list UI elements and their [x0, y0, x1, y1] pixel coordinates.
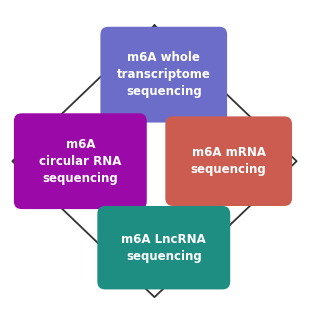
- FancyBboxPatch shape: [100, 27, 227, 122]
- Text: m6A mRNA
sequencing: m6A mRNA sequencing: [191, 146, 267, 176]
- Text: m6A LncRNA
sequencing: m6A LncRNA sequencing: [121, 233, 206, 263]
- FancyBboxPatch shape: [97, 206, 230, 290]
- Text: m6A whole
transcriptome
sequencing: m6A whole transcriptome sequencing: [117, 51, 211, 98]
- Text: m6A
circular RNA
sequencing: m6A circular RNA sequencing: [39, 138, 121, 185]
- FancyBboxPatch shape: [165, 116, 292, 206]
- FancyBboxPatch shape: [14, 113, 147, 209]
